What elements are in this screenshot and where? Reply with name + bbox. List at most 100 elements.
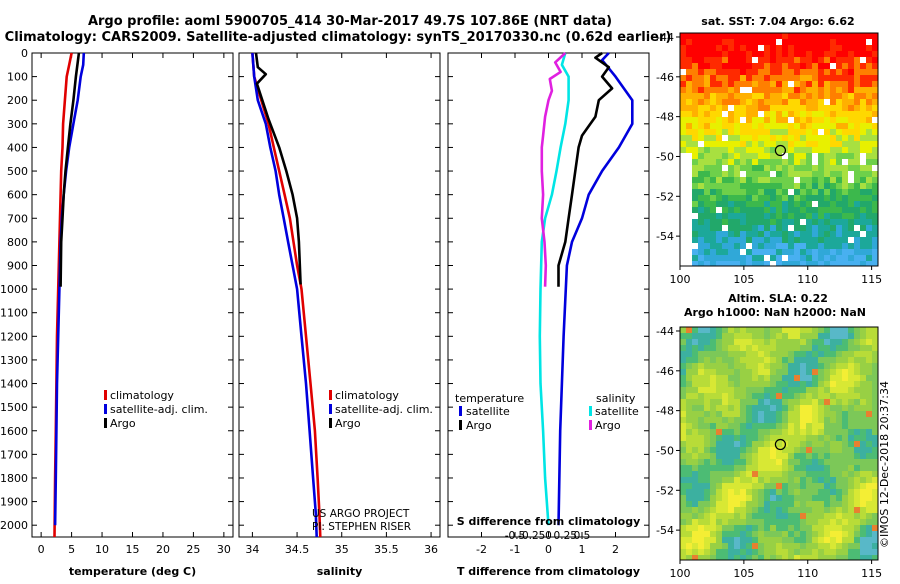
- map-pixel: [872, 249, 878, 255]
- map-pixel: [866, 507, 872, 513]
- map-pixel: [770, 249, 776, 255]
- map-pixel: [728, 405, 734, 411]
- map-pixel: [800, 435, 806, 441]
- map-pixel: [848, 483, 854, 489]
- map-pixel: [842, 519, 848, 525]
- map-pixel: [842, 399, 848, 405]
- map-pixel: [692, 399, 698, 405]
- map-pixel: [812, 255, 818, 261]
- map-pixel: [680, 369, 686, 375]
- map-pixel: [764, 411, 770, 417]
- map-pixel: [686, 195, 692, 201]
- map-pixel: [734, 501, 740, 507]
- map-pixel: [770, 231, 776, 237]
- map-pixel: [692, 201, 698, 207]
- map-pixel: [722, 435, 728, 441]
- map-pixel: [710, 153, 716, 159]
- map-pixel: [812, 537, 818, 543]
- map-pixel: [866, 435, 872, 441]
- map-pixel: [860, 105, 866, 111]
- map-pixel: [764, 537, 770, 543]
- map-pixel: [752, 339, 758, 345]
- map-pixel: [728, 237, 734, 243]
- map-pixel: [860, 57, 866, 63]
- map-pixel: [848, 357, 854, 363]
- map-pixel: [740, 333, 746, 339]
- map-pixel: [806, 207, 812, 213]
- map-pixel: [686, 327, 692, 333]
- map-pixel: [830, 429, 836, 435]
- map-pixel: [680, 201, 686, 207]
- map-pixel: [824, 477, 830, 483]
- x-tick-label: 10: [95, 543, 109, 556]
- map-pixel: [752, 351, 758, 357]
- map-pixel: [854, 483, 860, 489]
- map-pixel: [716, 237, 722, 243]
- map-pixel: [716, 57, 722, 63]
- map-pixel: [692, 33, 698, 39]
- map-x-tick-label: 115: [861, 273, 882, 286]
- map-pixel: [680, 171, 686, 177]
- map-pixel: [812, 129, 818, 135]
- map-pixel: [782, 171, 788, 177]
- map-pixel: [836, 153, 842, 159]
- map-pixel: [770, 351, 776, 357]
- map-pixel: [710, 333, 716, 339]
- map-pixel: [752, 141, 758, 147]
- map-pixel: [806, 69, 812, 75]
- map-pixel: [782, 471, 788, 477]
- map-pixel: [698, 399, 704, 405]
- map-pixel: [830, 543, 836, 549]
- map-pixel: [716, 75, 722, 81]
- map-pixel: [716, 153, 722, 159]
- map-pixel: [848, 381, 854, 387]
- map-x-tick-label: 105: [733, 273, 754, 286]
- map-pixel: [686, 399, 692, 405]
- map-pixel: [764, 441, 770, 447]
- map-pixel: [692, 81, 698, 87]
- map-pixel: [734, 555, 740, 560]
- map-pixel: [812, 435, 818, 441]
- map-pixel: [860, 393, 866, 399]
- map-pixel: [722, 219, 728, 225]
- map-pixel: [842, 363, 848, 369]
- map-pixel: [776, 369, 782, 375]
- map-pixel: [764, 69, 770, 75]
- map-pixel: [776, 387, 782, 393]
- map-pixel: [794, 159, 800, 165]
- map-pixel: [728, 105, 734, 111]
- map-pixel: [770, 339, 776, 345]
- map-pixel: [746, 207, 752, 213]
- map-pixel: [764, 195, 770, 201]
- map-pixel: [680, 339, 686, 345]
- map-pixel: [866, 471, 872, 477]
- map-pixel: [776, 63, 782, 69]
- map-pixel: [830, 555, 836, 560]
- map-pixel: [710, 33, 716, 39]
- map-pixel: [806, 357, 812, 363]
- map-pixel: [842, 243, 848, 249]
- map-pixel: [746, 501, 752, 507]
- map-pixel: [860, 69, 866, 75]
- map-pixel: [836, 75, 842, 81]
- map-pixel: [686, 213, 692, 219]
- map-pixel: [782, 51, 788, 57]
- map-pixel: [704, 471, 710, 477]
- map-pixel: [758, 507, 764, 513]
- map-pixel: [794, 45, 800, 51]
- map-pixel: [752, 381, 758, 387]
- map-x-tick-label: 110: [797, 567, 818, 580]
- map-pixel: [818, 519, 824, 525]
- map-pixel: [728, 219, 734, 225]
- map-pixel: [872, 117, 878, 123]
- map-pixel: [740, 87, 746, 93]
- map-pixel: [872, 531, 878, 537]
- map-pixel: [860, 345, 866, 351]
- map-pixel: [800, 453, 806, 459]
- map-pixel: [776, 489, 782, 495]
- map-pixel: [836, 339, 842, 345]
- map-pixel: [830, 339, 836, 345]
- map-pixel: [800, 549, 806, 555]
- map-pixel: [704, 441, 710, 447]
- map-pixel: [698, 135, 704, 141]
